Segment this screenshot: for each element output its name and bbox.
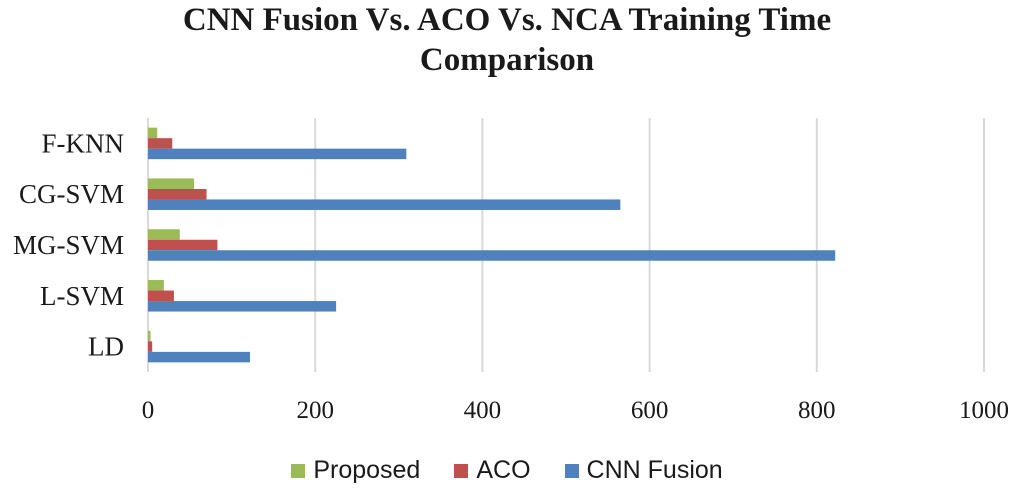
legend-item-aco: ACO xyxy=(454,456,531,485)
legend: Proposed ACO CNN Fusion xyxy=(0,456,1014,485)
y-category-label-cg-svm: CG-SVM xyxy=(19,179,124,209)
bar-aco-mg-svm xyxy=(148,239,218,251)
y-category-label-ld: LD xyxy=(88,332,124,362)
bar-aco-cg-svm xyxy=(148,188,207,200)
y-category-label-l-svm: L-SVM xyxy=(40,281,124,311)
legend-swatch-aco xyxy=(454,463,469,478)
bar-proposed-mg-svm xyxy=(148,229,180,240)
legend-swatch-cnn-fusion xyxy=(564,463,579,478)
legend-label-proposed: Proposed xyxy=(313,456,421,484)
bar-aco-ld xyxy=(148,341,153,352)
bar-proposed-cg-svm xyxy=(148,178,194,189)
x-tick-label-400: 400 xyxy=(464,397,502,424)
bar-proposed-l-svm xyxy=(148,280,164,291)
bar-cnn-fusion-mg-svm xyxy=(148,250,836,261)
y-category-label-f-knn: F-KNN xyxy=(41,128,124,158)
x-tick-label-0: 0 xyxy=(142,397,155,424)
bar-proposed-ld xyxy=(148,330,151,342)
x-tick-label-600: 600 xyxy=(631,397,669,424)
bar-proposed-f-knn xyxy=(148,127,158,139)
legend-item-cnn-fusion: CNN Fusion xyxy=(564,456,723,485)
x-tick-label-1000: 1000 xyxy=(959,397,1009,424)
chart-title-line-1: CNN Fusion Vs. ACO Vs. NCA Training Time xyxy=(182,2,832,38)
x-tick-label-200: 200 xyxy=(296,397,334,424)
bar-aco-l-svm xyxy=(148,290,174,302)
legend-swatch-proposed xyxy=(291,463,306,478)
y-category-label-mg-svm: MG-SVM xyxy=(13,230,124,260)
legend-label-cnn-fusion: CNN Fusion xyxy=(586,456,723,484)
bar-cnn-fusion-f-knn xyxy=(148,148,407,160)
bar-aco-f-knn xyxy=(148,138,173,149)
chart-title-line-2: Comparison xyxy=(419,42,595,78)
legend-item-proposed: Proposed xyxy=(291,456,420,485)
legend-label-aco: ACO xyxy=(476,456,531,484)
x-tick-label-800: 800 xyxy=(798,397,836,424)
bar-cnn-fusion-cg-svm xyxy=(148,199,621,210)
bar-cnn-fusion-ld xyxy=(148,351,250,363)
bar-cnn-fusion-l-svm xyxy=(148,301,337,312)
